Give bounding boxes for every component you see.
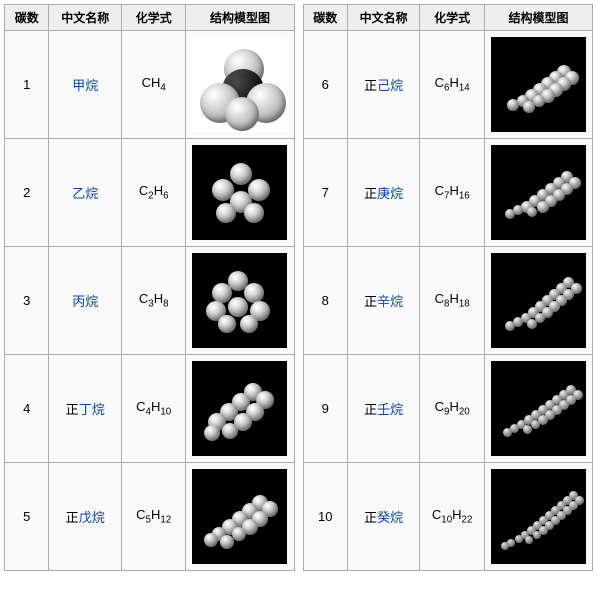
table-row: 7正庚烷C7H16 <box>303 139 593 247</box>
formula-cell: C2H6 <box>121 139 186 247</box>
header-formula: 化学式 <box>121 5 186 31</box>
header-cn-name: 中文名称 <box>49 5 121 31</box>
carbon-count-cell: 1 <box>5 31 49 139</box>
table-row: 9正壬烷C9H20 <box>303 355 593 463</box>
model-cell <box>484 355 592 463</box>
carbon-count-cell: 6 <box>303 31 347 139</box>
molecule-model-icon <box>192 253 287 348</box>
name-cell: 正辛烷 <box>347 247 419 355</box>
molecule-model-icon <box>491 145 586 240</box>
compound-link[interactable]: 戊烷 <box>79 510 105 525</box>
tables-wrapper: 碳数 中文名称 化学式 结构模型图 1甲烷CH42乙烷C2H63丙烷C3H84正… <box>4 4 593 571</box>
model-cell <box>186 31 294 139</box>
alkanes-table-left: 碳数 中文名称 化学式 结构模型图 1甲烷CH42乙烷C2H63丙烷C3H84正… <box>4 4 295 571</box>
formula-cell: C7H16 <box>420 139 485 247</box>
compound-link[interactable]: 己烷 <box>377 78 403 93</box>
carbon-count-cell: 3 <box>5 247 49 355</box>
header-model: 结构模型图 <box>484 5 592 31</box>
compound-link[interactable]: 丁烷 <box>79 402 105 417</box>
carbon-count-cell: 9 <box>303 355 347 463</box>
carbon-count-cell: 7 <box>303 139 347 247</box>
model-cell <box>186 139 294 247</box>
carbon-count-cell: 2 <box>5 139 49 247</box>
name-prefix: 正 <box>364 402 377 417</box>
compound-link[interactable]: 甲烷 <box>72 78 98 93</box>
molecule-model-icon <box>192 469 287 564</box>
compound-link[interactable]: 辛烷 <box>377 294 403 309</box>
table-row: 8正辛烷C8H18 <box>303 247 593 355</box>
formula-cell: C3H8 <box>121 247 186 355</box>
molecule-model-icon <box>491 253 586 348</box>
molecule-model-icon <box>491 469 586 564</box>
compound-link[interactable]: 庚烷 <box>377 186 403 201</box>
header-row: 碳数 中文名称 化学式 结构模型图 <box>5 5 295 31</box>
table-row: 5正戊烷C5H12 <box>5 463 295 571</box>
name-prefix: 正 <box>364 186 377 201</box>
header-model: 结构模型图 <box>186 5 294 31</box>
table-row: 1 甲烷 CH4 <box>5 31 295 139</box>
name-cell: 乙烷 <box>49 139 121 247</box>
carbon-count-cell: 4 <box>5 355 49 463</box>
name-prefix: 正 <box>364 294 377 309</box>
formula-cell: C8H18 <box>420 247 485 355</box>
table-row: 6正己烷C6H14 <box>303 31 593 139</box>
compound-link[interactable]: 壬烷 <box>377 402 403 417</box>
formula-cell: C9H20 <box>420 355 485 463</box>
name-cell: 正庚烷 <box>347 139 419 247</box>
name-cell: 正癸烷 <box>347 463 419 571</box>
table-row: 4正丁烷C4H10 <box>5 355 295 463</box>
name-cell: 正壬烷 <box>347 355 419 463</box>
header-carbon-count: 碳数 <box>303 5 347 31</box>
compound-link[interactable]: 乙烷 <box>72 186 98 201</box>
molecule-model-icon <box>192 145 287 240</box>
model-cell <box>484 247 592 355</box>
header-row: 碳数 中文名称 化学式 结构模型图 <box>303 5 593 31</box>
formula-cell: C10H22 <box>420 463 485 571</box>
name-cell: 正戊烷 <box>49 463 121 571</box>
compound-link[interactable]: 癸烷 <box>377 510 403 525</box>
model-cell <box>484 139 592 247</box>
name-prefix: 正 <box>66 402 79 417</box>
formula-cell: C6H14 <box>420 31 485 139</box>
model-cell <box>186 463 294 571</box>
model-cell <box>186 247 294 355</box>
formula-cell: C5H12 <box>121 463 186 571</box>
header-cn-name: 中文名称 <box>347 5 419 31</box>
model-cell <box>484 463 592 571</box>
molecule-model-icon <box>491 37 586 132</box>
name-cell: 正丁烷 <box>49 355 121 463</box>
model-cell <box>186 355 294 463</box>
table-row: 10正癸烷C10H22 <box>303 463 593 571</box>
header-formula: 化学式 <box>420 5 485 31</box>
name-prefix: 正 <box>66 510 79 525</box>
header-carbon-count: 碳数 <box>5 5 49 31</box>
formula-cell: CH4 <box>121 31 186 139</box>
carbon-count-cell: 10 <box>303 463 347 571</box>
carbon-count-cell: 8 <box>303 247 347 355</box>
name-prefix: 正 <box>364 78 377 93</box>
compound-link[interactable]: 丙烷 <box>72 294 98 309</box>
name-cell: 丙烷 <box>49 247 121 355</box>
formula-cell: C4H10 <box>121 355 186 463</box>
molecule-model-icon <box>192 361 287 456</box>
molecule-model-icon <box>192 37 287 132</box>
carbon-count-cell: 5 <box>5 463 49 571</box>
name-cell: 甲烷 <box>49 31 121 139</box>
alkanes-table-right: 碳数 中文名称 化学式 结构模型图 6正己烷C6H147正庚烷C7H168正辛烷… <box>303 4 594 571</box>
table-row: 2 乙烷 C2H6 <box>5 139 295 247</box>
table-row: 3 丙烷 C3H8 <box>5 247 295 355</box>
name-prefix: 正 <box>364 510 377 525</box>
molecule-model-icon <box>491 361 586 456</box>
name-cell: 正己烷 <box>347 31 419 139</box>
model-cell <box>484 31 592 139</box>
